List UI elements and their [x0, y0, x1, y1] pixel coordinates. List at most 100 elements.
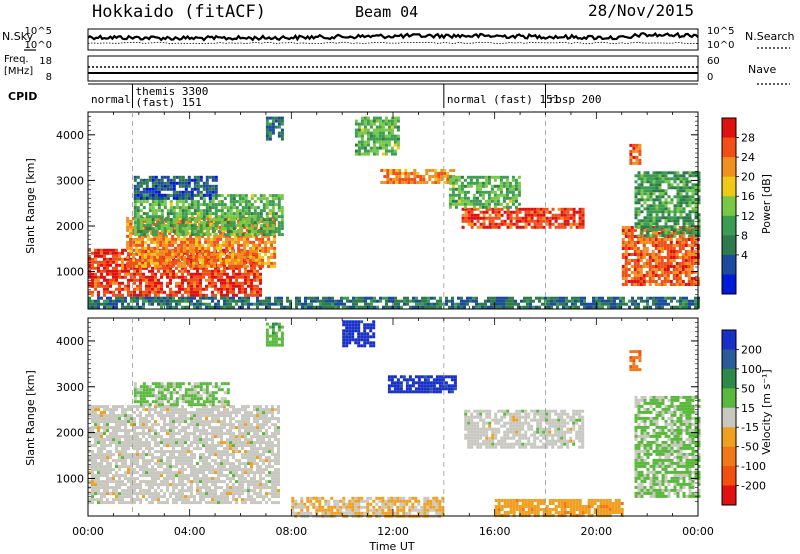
power-cell [157, 296, 160, 300]
power-cell [250, 206, 254, 210]
power-cell [357, 146, 361, 150]
power-cell [316, 299, 319, 303]
power-cell [678, 265, 682, 268]
power-cell [154, 215, 158, 219]
power-cell [165, 237, 169, 241]
power-cell [472, 199, 476, 203]
velocity-cell [160, 501, 163, 505]
power-cell [448, 205, 452, 209]
power-cell [661, 216, 665, 220]
velocity-cell [115, 432, 118, 436]
power-cell [395, 175, 399, 178]
velocity-cell [103, 489, 106, 493]
power-cell [126, 225, 130, 229]
power-cell [502, 305, 505, 309]
power-cell [207, 234, 211, 238]
power-cell [639, 268, 643, 271]
power-cell [100, 281, 103, 285]
velocity-cell [154, 456, 157, 460]
power-cell [642, 250, 646, 253]
velocity-cell [88, 501, 91, 505]
power-cell [493, 175, 497, 179]
power-cell [229, 203, 233, 207]
power-cell [469, 199, 473, 203]
power-cell [240, 255, 244, 259]
power-cell [247, 284, 250, 288]
power-cell [148, 218, 152, 222]
power-cell [267, 249, 271, 253]
power-cell [691, 189, 695, 193]
power-cell [193, 203, 197, 207]
power-cell [91, 275, 94, 279]
power-cell [94, 251, 97, 255]
power-cell [211, 296, 214, 300]
power-cell [226, 296, 229, 300]
power-cell [325, 302, 328, 306]
power-cell [416, 175, 420, 178]
power-cell [415, 302, 418, 306]
power-cell [244, 206, 248, 210]
power-cell [136, 181, 140, 185]
power-cell [304, 299, 307, 303]
velocity-cell [91, 432, 94, 436]
power-cell [88, 254, 91, 258]
power-cell [244, 209, 248, 213]
velocity-cell [118, 495, 121, 499]
power-cell [138, 258, 142, 262]
power-cell [666, 262, 670, 265]
power-cell [363, 140, 367, 144]
power-cell [97, 248, 100, 252]
power-cell [667, 225, 671, 229]
power-cell [250, 263, 253, 267]
power-cell [154, 290, 157, 294]
power-cell [476, 213, 480, 217]
power-cell [649, 198, 653, 202]
velocity-cell [151, 435, 154, 439]
power-cell [307, 302, 310, 306]
power-cell [484, 190, 488, 194]
power-cell [669, 280, 673, 283]
power-cell [220, 194, 224, 198]
power-cell [157, 200, 161, 204]
power-cell [202, 212, 206, 216]
power-cell [673, 204, 677, 208]
power-cell [187, 281, 190, 285]
power-cell [199, 190, 203, 194]
power-cell [682, 195, 686, 199]
power-cell [243, 225, 247, 229]
power-cell [331, 302, 334, 306]
power-cell [652, 204, 656, 208]
power-cell [148, 193, 152, 197]
power-cell [337, 305, 340, 309]
velocity-cell [133, 498, 136, 502]
power-cell [407, 175, 411, 178]
velocity-cell [154, 492, 157, 496]
power-cell [484, 181, 488, 185]
power-cell [697, 174, 701, 178]
power-cell [509, 222, 513, 226]
power-cell [160, 275, 163, 279]
power-cell [463, 190, 467, 194]
velocity-cell [97, 432, 100, 436]
power-cell [664, 225, 668, 229]
power-cell [205, 305, 208, 309]
power-cell [613, 296, 616, 300]
power-cell [448, 199, 452, 203]
power-cell [175, 275, 178, 279]
power-cell [369, 149, 373, 153]
power-cell [166, 269, 169, 273]
power-cell [427, 299, 430, 303]
velocity-cell [124, 447, 127, 451]
power-cell [274, 203, 278, 207]
power-cell [177, 258, 181, 262]
power-cell [195, 264, 199, 268]
power-cell [112, 254, 115, 258]
velocity-cell [130, 420, 133, 424]
power-cell [88, 272, 91, 276]
power-cell [171, 240, 175, 244]
power-cell [139, 296, 142, 300]
power-cell [367, 302, 370, 306]
power-cell [166, 296, 169, 300]
power-cell [693, 244, 697, 247]
power-cell [581, 222, 585, 226]
